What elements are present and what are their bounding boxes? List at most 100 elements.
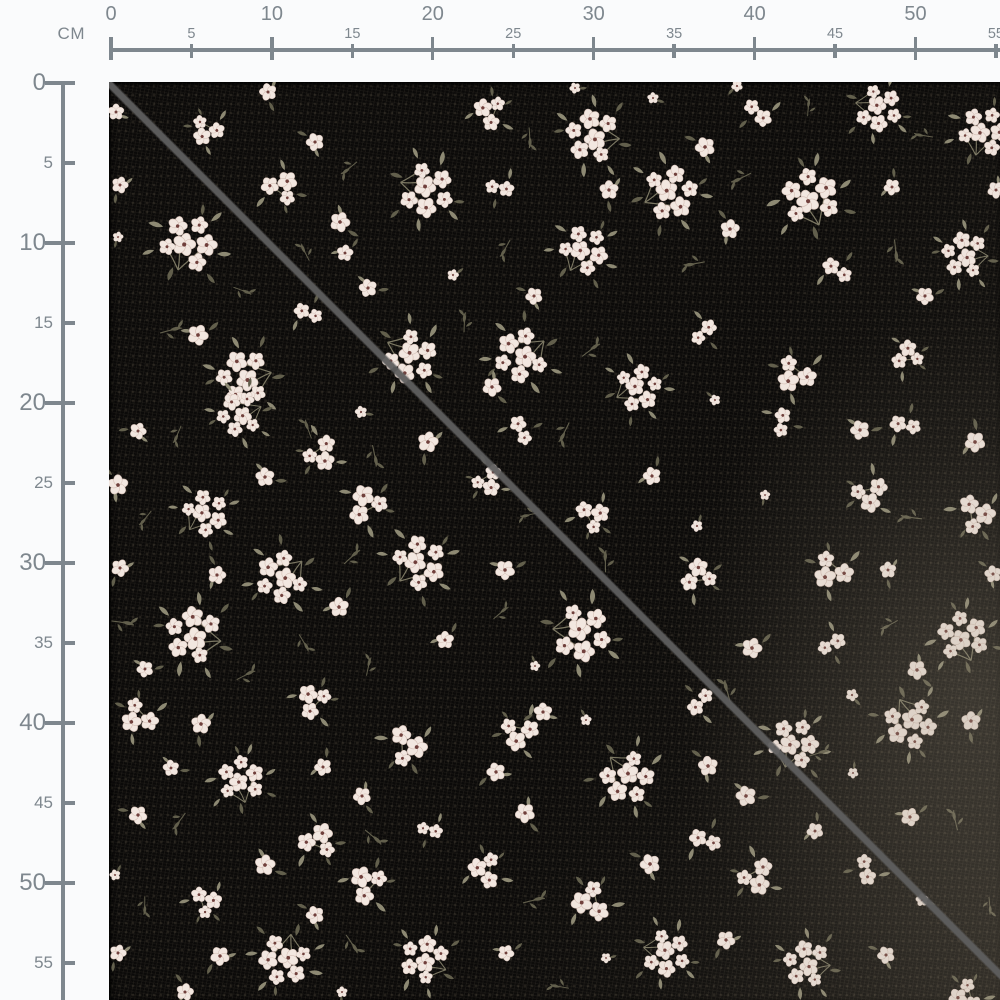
floral-motif-sprig <box>356 652 378 676</box>
floral-motif-lg <box>626 912 706 996</box>
ruler-left-tick <box>62 801 75 805</box>
floral-motif-pair <box>411 811 453 849</box>
floral-motif-lg <box>930 218 1000 292</box>
floral-motif-lg <box>534 201 634 299</box>
ruler-top-tick-label: 35 <box>666 26 683 42</box>
ruler-left-tick <box>45 721 75 725</box>
floral-motif-lg <box>537 586 626 679</box>
floral-motif-pair <box>479 166 527 209</box>
floral-motif-lg <box>857 671 963 776</box>
floral-motif-single <box>247 460 288 496</box>
floral-motif-single <box>115 795 155 831</box>
ruler-top-tick <box>833 44 837 58</box>
floral-motif-sprig <box>138 511 153 532</box>
floral-motif-bud <box>110 231 124 249</box>
floral-motif-lg <box>197 737 284 821</box>
floral-motif-sprig <box>582 334 602 360</box>
floral-motif-single <box>351 273 390 304</box>
ruler-top-tick-label: 5 <box>187 26 196 42</box>
floral-motif-md <box>939 483 1000 543</box>
floral-motif-single <box>514 276 550 312</box>
floral-motif-md <box>367 711 436 778</box>
ruler-top-tick-label: 40 <box>743 3 766 25</box>
floral-motif-sprig <box>554 422 576 449</box>
floral-motif-single <box>407 423 445 468</box>
floral-motif-sprig <box>895 506 923 532</box>
ruler-top-tick <box>431 37 435 60</box>
ruler-left-tick <box>45 241 75 245</box>
floral-motif-bud <box>690 514 705 533</box>
floral-motif-single <box>866 935 902 971</box>
floral-motif-bud <box>353 404 374 422</box>
floral-motif-lg <box>147 586 240 683</box>
floral-motif-md <box>568 873 628 931</box>
floral-motif-md <box>947 972 997 1000</box>
floral-motif-sprig <box>233 279 257 300</box>
floral-motif-bud <box>574 707 595 728</box>
floral-motif-sprig <box>160 313 186 342</box>
ruler-left-tick <box>45 561 75 565</box>
floral-motif-sprig <box>523 883 550 912</box>
fabric-swatch <box>109 82 1000 1000</box>
floral-motif-md <box>179 881 224 924</box>
floral-motif-md <box>335 853 407 926</box>
floral-motif-sprig <box>291 241 314 261</box>
floral-motif-md <box>111 681 178 747</box>
ruler-left-tick <box>45 401 75 405</box>
floral-motif-single <box>295 121 331 159</box>
floral-motif-sprig <box>980 897 1000 919</box>
floral-motif-single <box>308 746 341 784</box>
floral-motif-single <box>428 621 466 656</box>
floral-motif-single <box>704 924 743 961</box>
floral-motif-single <box>109 460 133 504</box>
floral-motif-sprig <box>344 542 361 565</box>
floral-motif-pair <box>760 395 805 444</box>
floral-motif-single <box>689 742 724 785</box>
floral-motif-single <box>955 704 985 745</box>
floral-motif-lg <box>772 927 841 1000</box>
floral-motif-bud <box>333 984 351 1000</box>
floral-motif-md <box>289 418 348 478</box>
floral-motif-single <box>492 941 526 963</box>
floral-motif-md <box>285 673 349 738</box>
floral-motif-md <box>338 480 398 542</box>
floral-motif-sprig <box>111 607 140 634</box>
floral-motif-single <box>473 758 513 788</box>
ruler-top-tick <box>752 37 757 60</box>
ruler-top-tick <box>672 44 676 58</box>
floral-motif-single <box>959 417 992 461</box>
floral-motif-lg <box>938 88 1000 176</box>
ruler-left-tick <box>62 961 75 965</box>
ruler-top-tick-label: 55 <box>987 26 1000 42</box>
ruler-top-tick-label: 15 <box>344 26 361 42</box>
floral-motif-bud <box>757 488 772 506</box>
floral-motif-lg <box>363 506 476 619</box>
floral-motif-sprig <box>679 252 705 280</box>
floral-motif-sprig <box>363 445 391 472</box>
ruler-top-tick-label: 45 <box>826 26 844 42</box>
floral-motif-single <box>976 553 1000 590</box>
ruler-left-tick-label: 55 <box>34 953 53 972</box>
floral-motif-single <box>246 846 289 889</box>
ruler-top-tick <box>511 44 515 58</box>
floral-motif-single <box>295 893 331 932</box>
floral-motif-single <box>489 559 527 580</box>
floral-motif-sprig <box>544 976 569 999</box>
ruler-left-tick-label: 45 <box>34 793 53 812</box>
floral-motif-lg <box>754 142 867 252</box>
floral-motif-single <box>117 416 153 445</box>
floral-motif-single <box>323 203 361 247</box>
floral-motif-single <box>350 780 375 817</box>
ruler-top-tick <box>994 44 998 58</box>
ruler-top-line <box>111 48 1000 52</box>
ruler-left-tick <box>62 481 75 485</box>
floral-motif-sprig <box>909 125 933 148</box>
floral-motif-sprig <box>340 159 358 182</box>
floral-motif-single <box>627 840 668 883</box>
floral-motif-md <box>726 841 783 900</box>
floral-motif-single <box>984 174 1000 210</box>
floral-motif-sprig <box>518 127 544 153</box>
floral-motif-lg <box>571 722 683 834</box>
floral-motif-single <box>320 585 362 625</box>
floral-motif-md <box>843 460 897 516</box>
